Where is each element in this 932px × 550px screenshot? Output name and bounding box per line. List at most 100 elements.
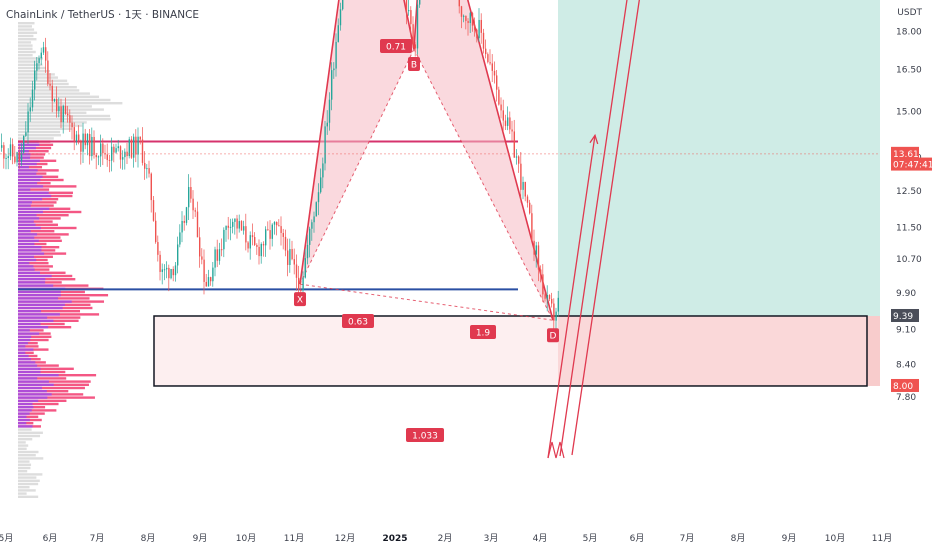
volume-bar	[18, 255, 34, 258]
candle-body	[408, 10, 410, 12]
volume-bar	[18, 63, 43, 66]
volume-bar	[18, 217, 61, 220]
candle-body	[45, 47, 47, 61]
candle-body	[518, 156, 520, 164]
candle-body	[496, 75, 498, 90]
candle-body	[276, 222, 278, 226]
time-axis[interactable]: 5月 6月 7月 8月 9月 10月 11月 12月 2025 2月 3月 4月 5月 6月 7月 8月 9月 1…	[0, 533, 892, 544]
candle-body	[97, 156, 100, 158]
volume-bar	[18, 50, 36, 54]
candle-body	[69, 115, 71, 123]
candle-body	[93, 136, 95, 155]
point-label-d[interactable]: D	[550, 332, 557, 342]
candle-body	[100, 143, 102, 157]
candle-body	[31, 89, 34, 108]
volume-bar	[18, 358, 31, 361]
point-label-b-bg	[408, 57, 420, 72]
candle-body	[73, 127, 75, 142]
volume-bar	[18, 313, 60, 316]
candle-body	[27, 111, 29, 133]
candle-body	[207, 277, 210, 287]
candle-body	[16, 152, 18, 163]
point-label-x[interactable]: X	[297, 296, 303, 306]
volume-bar	[18, 351, 26, 354]
volume-bar	[18, 239, 62, 242]
y-tick-label: 9.90	[896, 289, 916, 299]
candle-body	[328, 99, 331, 123]
price-tag-bg-4	[891, 378, 919, 392]
volume-bar	[18, 204, 54, 207]
candle-body	[306, 244, 309, 259]
volume-bar	[18, 201, 57, 204]
pattern-ratio-line-XB	[299, 48, 415, 285]
ratio-label-xd[interactable]: 1.033	[412, 432, 438, 442]
volume-bar	[18, 332, 40, 335]
volume-bar	[18, 223, 36, 226]
candle-body	[185, 207, 188, 223]
point-label-b[interactable]: B	[411, 61, 417, 71]
ratio-label-bd[interactable]: 1.9	[476, 329, 491, 339]
harmonic-pattern[interactable]	[299, 0, 554, 321]
volume-bar	[18, 473, 43, 476]
candle-body	[300, 290, 302, 292]
candle-body	[458, 0, 460, 7]
candle-body	[181, 220, 183, 233]
price-tag-bg-2	[891, 157, 932, 171]
volume-bar	[18, 342, 29, 345]
candle-body	[20, 152, 23, 162]
candle-body	[291, 249, 293, 260]
candle-body	[331, 70, 333, 100]
candle-body	[86, 133, 89, 146]
price-tag-1: 13.61	[893, 150, 919, 160]
ratio-label-xb[interactable]: 0.63	[348, 318, 368, 328]
candle-body	[18, 152, 20, 162]
candle-body	[196, 211, 199, 238]
candle-body	[304, 258, 306, 278]
candle-body	[480, 19, 482, 33]
volume-bar	[18, 310, 81, 313]
candle-body	[38, 58, 40, 64]
candle-body	[537, 245, 540, 270]
point-label-x-bg	[294, 292, 306, 307]
candle-body	[557, 297, 559, 312]
demand-zone-box[interactable]	[153, 315, 868, 387]
volume-bar	[18, 98, 111, 102]
volume-bar	[18, 431, 43, 434]
y-tick-label: 10.70	[896, 255, 922, 265]
candle-body	[60, 106, 62, 123]
x-tick-label: 12月	[335, 533, 355, 544]
candle-body	[34, 70, 36, 90]
volume-bar	[18, 236, 35, 239]
volume-bar	[18, 294, 109, 297]
candle-body	[119, 146, 122, 160]
volume-bar	[18, 268, 35, 271]
volume-bar	[18, 322, 41, 326]
projection-arrows[interactable]	[547, 0, 668, 459]
candle-body	[71, 122, 73, 128]
pattern-leg-XA	[299, 0, 340, 285]
volume-bar	[18, 303, 65, 306]
volume-bar	[18, 169, 38, 172]
candle-body	[326, 122, 328, 127]
volume-bar	[18, 41, 32, 44]
candle-body	[412, 24, 414, 45]
volume-bar	[18, 316, 81, 319]
symbol-title: ChainLink / TetherUS · 1天 · BINANCE	[6, 9, 200, 21]
candle-body	[91, 136, 93, 157]
pattern-leg-CD	[466, 0, 554, 321]
volume-bar	[18, 121, 87, 124]
candle-body	[155, 220, 157, 243]
volume-bar	[18, 393, 52, 396]
candle-body	[295, 264, 298, 278]
candle-body	[309, 228, 311, 245]
volume-bar	[18, 194, 52, 198]
ratio-label-ac[interactable]: 0.71	[386, 43, 406, 53]
candle-body	[256, 244, 258, 247]
candle-body	[126, 151, 128, 157]
volume-bar	[18, 156, 31, 159]
candle-body	[64, 105, 67, 114]
volume-bar	[18, 162, 37, 166]
candle-body	[236, 218, 238, 229]
